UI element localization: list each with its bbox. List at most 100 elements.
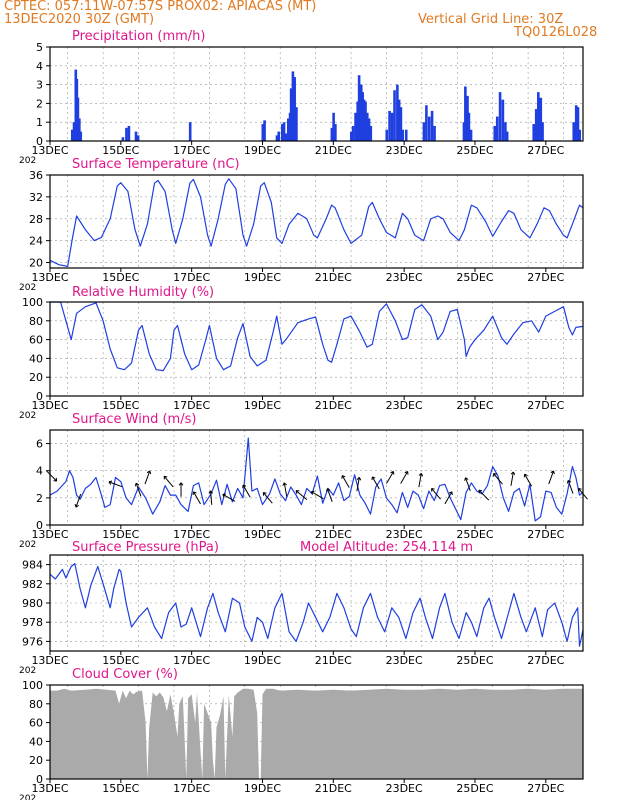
y-tick-label: 40 xyxy=(29,735,43,748)
x-tick-label: 13DEC xyxy=(31,144,68,157)
wind-arrow xyxy=(356,477,360,492)
precip-bar xyxy=(357,75,361,141)
y-tick-label: 36 xyxy=(29,169,43,182)
wind-arrow-head xyxy=(523,473,528,478)
y-tick-label: 1 xyxy=(36,116,43,129)
series-line xyxy=(49,563,584,647)
precip-bar xyxy=(495,116,499,141)
precip-bar xyxy=(537,92,540,141)
precip-bar xyxy=(361,92,364,141)
x-tick-label: 19DEC xyxy=(244,271,281,284)
precip-bar xyxy=(263,120,266,141)
precip-bar xyxy=(427,116,431,141)
y-tick-label: 0 xyxy=(36,519,43,532)
precip-bar xyxy=(282,122,286,141)
wind-arrow xyxy=(341,475,350,488)
wind-arrow-head xyxy=(178,482,184,486)
grid-line-info: Vertical Grid Line: 30Z xyxy=(418,12,564,27)
wind-arrow xyxy=(386,471,394,484)
precip-bar xyxy=(393,90,396,141)
x-tick-label: 25DEC xyxy=(456,399,493,412)
wind-arrow-head xyxy=(418,472,424,477)
precip-bar xyxy=(136,135,140,141)
y-tick-label: 4 xyxy=(36,465,43,478)
wind-arrow xyxy=(222,493,236,502)
wind-arrow-head xyxy=(146,470,152,475)
y-tick-label: 976 xyxy=(22,635,43,648)
y-tick-label: 978 xyxy=(22,616,43,629)
precip-bar xyxy=(505,131,509,141)
year-label: 202 xyxy=(19,540,36,550)
x-tick-label: 27DEC xyxy=(527,271,564,284)
series-line xyxy=(49,437,584,522)
y-tick-label: 20 xyxy=(29,371,43,384)
precip-bar xyxy=(576,107,580,141)
wind-arrow-head xyxy=(493,473,497,477)
panel-1 xyxy=(46,46,584,145)
x-tick-label: 15DEC xyxy=(102,271,139,284)
wind-arrow xyxy=(108,481,123,488)
wind-arrow-head xyxy=(242,484,247,489)
wind-arrow-head xyxy=(448,491,453,496)
panel-5 xyxy=(46,554,584,655)
precip-bar xyxy=(291,71,295,141)
wind-arrow-head xyxy=(310,490,315,495)
wind-arrow-head xyxy=(326,488,331,492)
wind-arrow-head xyxy=(478,489,483,494)
x-tick-label: 17DEC xyxy=(173,399,210,412)
wind-arrow-head xyxy=(295,490,300,494)
panel-frame xyxy=(49,174,584,269)
wind-arrow xyxy=(144,470,151,485)
x-tick-label: 21DEC xyxy=(315,144,352,157)
year-label: 202 xyxy=(19,156,36,166)
panel-title: Surface Temperature (nC) xyxy=(72,157,240,172)
precip-bar xyxy=(401,129,404,141)
x-tick-label: 25DEC xyxy=(456,782,493,795)
precip-bar xyxy=(127,125,131,141)
x-tick-label: 21DEC xyxy=(315,271,352,284)
y-tick-label: 0 xyxy=(36,773,43,786)
wind-arrow xyxy=(311,491,324,500)
y-tick-label: 984 xyxy=(22,559,43,572)
wind-arrow-head xyxy=(222,493,227,498)
precip-bar xyxy=(425,105,428,141)
wind-arrow-head xyxy=(192,491,197,496)
wind-arrow xyxy=(75,493,82,508)
wind-arrow-head xyxy=(108,480,113,485)
y-tick-label: 4 xyxy=(36,60,43,73)
x-tick-label: 27DEC xyxy=(527,528,564,541)
x-tick-label: 13DEC xyxy=(31,528,68,541)
precip-bar xyxy=(467,112,471,141)
y-tick-label: 980 xyxy=(22,597,43,610)
precip-bar xyxy=(134,131,138,141)
precip-bar xyxy=(286,118,290,141)
y-tick-label: 5 xyxy=(36,41,43,54)
x-tick-label: 23DEC xyxy=(386,528,423,541)
precip-bar xyxy=(501,99,505,141)
wind-arrow xyxy=(478,489,490,501)
wind-arrow xyxy=(418,473,422,488)
wind-arrow-head xyxy=(431,487,435,492)
year-label: 202 xyxy=(19,666,36,676)
precip-bar xyxy=(367,118,371,141)
wind-arrow xyxy=(493,473,503,485)
precip-bar xyxy=(351,125,355,141)
precip-bar xyxy=(280,124,284,141)
wind-arrow-head xyxy=(341,475,346,479)
panel-2 xyxy=(46,174,584,272)
precip-bar xyxy=(422,122,426,141)
x-tick-label: 27DEC xyxy=(527,654,564,667)
precip-bar xyxy=(493,125,497,141)
x-tick-label: 13DEC xyxy=(31,654,68,667)
precip-bar xyxy=(277,131,281,141)
precip-bar xyxy=(365,112,369,141)
precip-bar xyxy=(79,131,83,141)
y-tick-label: 2 xyxy=(36,492,43,505)
x-tick-label: 17DEC xyxy=(173,144,210,157)
precip-bar xyxy=(354,112,357,141)
wind-arrow-head xyxy=(208,490,214,494)
precip-bar xyxy=(369,125,373,141)
y-tick-label: 32 xyxy=(29,191,43,204)
wind-arrow xyxy=(567,480,574,494)
y-tick-label: 0 xyxy=(36,135,43,148)
